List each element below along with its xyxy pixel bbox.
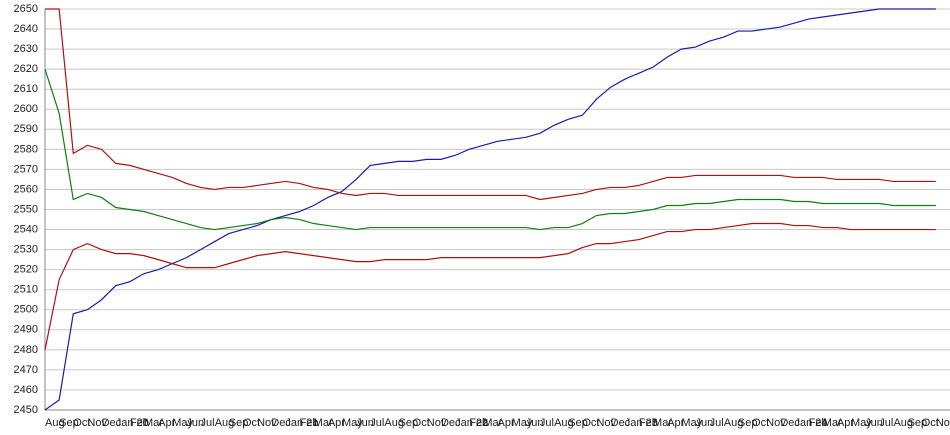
y-tick-label: 2570 [14,163,38,175]
x-tick-label: Apr [667,417,684,429]
x-tick-label: Dec [611,417,631,429]
x-tick-label: Mar [823,417,842,429]
y-tick-label: 2610 [14,83,38,95]
y-tick-label: 2510 [14,284,38,296]
x-tick-label: Feb [469,417,488,429]
x-tick-label: Mar [144,417,163,429]
x-tick-label: Nov [596,417,616,429]
x-tick-label: Jul [540,417,554,429]
y-tick-label: 2630 [14,43,38,55]
y-tick-label: 2450 [14,404,38,416]
y-tick-label: 2620 [14,63,38,75]
x-tick-label: Sep [738,417,758,429]
x-tick-label: Sep [908,417,928,429]
x-tick-label: Feb [809,417,828,429]
x-tick-label: Sep [59,417,79,429]
x-tick-label: May [851,417,872,429]
series-line [44,68,936,231]
x-tick-label: May [512,417,533,429]
y-tick-label: 2490 [14,324,38,336]
x-tick-label: Jul [201,417,215,429]
y-tick-label: 2530 [14,244,38,256]
x-tick-label: Jun [526,417,544,429]
x-tick-label: Aug [384,417,404,429]
x-tick-label: Mar [314,417,333,429]
x-tick-label: Jun [186,417,204,429]
x-tick-label: Oct [582,417,599,429]
x-tick-label: Aug [893,417,913,429]
x-tick-label: Jan 22 [455,417,488,429]
x-tick-label: Jan 23 [625,417,658,429]
x-tick-label: Nov [257,417,277,429]
x-tick-label: Dec [441,417,461,429]
y-tick-label: 2560 [14,183,38,195]
x-tick-label: Dec [102,417,122,429]
x-tick-label: Jan 21 [285,417,318,429]
x-tick-label: Apr [837,417,854,429]
x-tick-label: Oct [73,417,90,429]
x-tick-label: Nov [766,417,786,429]
x-tick-label: Dec [271,417,291,429]
x-tick-label: Jul [879,417,893,429]
x-tick-label: May [342,417,363,429]
x-tick-label: Nov [87,417,107,429]
x-tick-label: Jan 24 [794,417,827,429]
x-tick-label: Jun [356,417,374,429]
y-tick-label: 2540 [14,223,38,235]
x-tick-label: Jun [865,417,883,429]
x-tick-label: May [681,417,702,429]
y-tick-label: 2600 [14,103,38,115]
x-tick-label: Aug [215,417,235,429]
x-tick-label: Oct [922,417,939,429]
x-tick-label: Feb [130,417,149,429]
x-tick-label: Jun [695,417,713,429]
y-tick-label: 2500 [14,304,38,316]
x-tick-label: Sep [568,417,588,429]
x-tick-label: Oct [413,417,430,429]
y-tick-label: 2580 [14,143,38,155]
x-tick-label: Aug [554,417,574,429]
x-tick-label: Sep [399,417,419,429]
x-tick-label: Jul [710,417,724,429]
y-tick-label: 2590 [14,123,38,135]
y-tick-label: 2650 [14,3,38,15]
series-line [44,222,936,350]
x-tick-label: Mar [483,417,502,429]
x-tick-label: Feb [300,417,319,429]
x-tick-label: Oct [243,417,260,429]
x-tick-label: Apr [498,417,515,429]
y-tick-label: 2480 [14,344,38,356]
x-tick-label: Aug [45,417,65,429]
x-tick-label: Nov [936,417,950,429]
series-line [44,8,936,411]
x-tick-label: Aug [724,417,744,429]
x-tick-label: Nov [427,417,447,429]
x-tick-label: Jan 20 [116,417,149,429]
y-tick-label: 2640 [14,23,38,35]
x-tick-label: Apr [328,417,345,429]
y-tick-label: 2520 [14,264,38,276]
series-line [45,8,936,201]
y-tick-label: 2550 [14,203,38,215]
x-tick-label: Apr [158,417,175,429]
y-tick-label: 2470 [14,364,38,376]
x-tick-label: Mar [653,417,672,429]
x-tick-label: May [172,417,193,429]
x-tick-label: Oct [752,417,769,429]
x-tick-label: Dec [780,417,800,429]
y-tick-label: 2460 [14,384,38,396]
x-tick-label: Sep [229,417,249,429]
x-tick-label: Feb [639,417,658,429]
x-tick-label: Jul [370,417,384,429]
